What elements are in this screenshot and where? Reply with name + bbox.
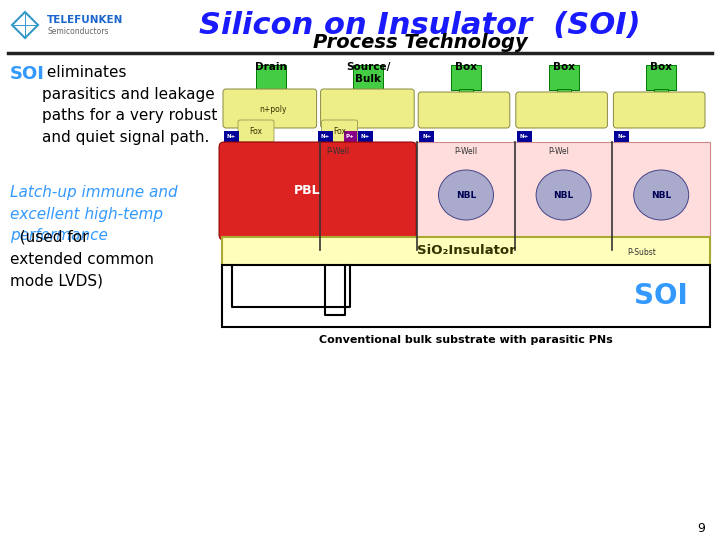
Text: P-Wel: P-Wel xyxy=(548,147,569,156)
Text: Drain: Drain xyxy=(255,62,287,72)
Bar xyxy=(343,131,356,142)
Text: N+: N+ xyxy=(617,134,626,139)
Bar xyxy=(222,142,710,255)
Bar xyxy=(419,131,434,142)
Bar xyxy=(354,65,383,90)
Text: PBL: PBL xyxy=(294,185,321,198)
Text: N+: N+ xyxy=(520,134,529,139)
Bar xyxy=(358,131,373,142)
Bar xyxy=(557,89,570,105)
Text: NBL: NBL xyxy=(651,191,671,199)
Text: Latch-up immune and
excellent high-temp
performance: Latch-up immune and excellent high-temp … xyxy=(10,185,178,243)
Text: Box: Box xyxy=(650,62,672,72)
Text: Source/
Bulk: Source/ Bulk xyxy=(346,62,390,84)
Text: Conventional bulk substrate with parasitic PNs: Conventional bulk substrate with parasit… xyxy=(319,335,613,345)
Bar xyxy=(549,65,579,90)
Text: (used for
extended common
mode LVDS): (used for extended common mode LVDS) xyxy=(10,230,154,288)
Bar xyxy=(647,65,676,90)
Text: P-Well: P-Well xyxy=(326,147,349,156)
Bar xyxy=(224,131,239,142)
Text: Fox: Fox xyxy=(333,126,346,136)
Text: Process Technology: Process Technology xyxy=(312,33,527,52)
Bar xyxy=(256,65,286,90)
Text: SiO₂Insulator: SiO₂Insulator xyxy=(417,245,516,258)
Text: SOI: SOI xyxy=(634,282,688,310)
Bar xyxy=(318,131,333,142)
Ellipse shape xyxy=(634,170,689,220)
FancyBboxPatch shape xyxy=(516,92,608,128)
FancyBboxPatch shape xyxy=(613,92,705,128)
Bar xyxy=(451,65,481,90)
FancyBboxPatch shape xyxy=(238,120,274,142)
Bar xyxy=(222,237,710,265)
FancyBboxPatch shape xyxy=(219,142,416,240)
FancyBboxPatch shape xyxy=(320,89,414,128)
Text: Box: Box xyxy=(552,62,575,72)
Text: NBL: NBL xyxy=(456,191,476,199)
Text: Box: Box xyxy=(455,62,477,72)
Text: NBL: NBL xyxy=(554,191,574,199)
FancyBboxPatch shape xyxy=(223,89,317,128)
Ellipse shape xyxy=(438,170,493,220)
Text: TELEFUNKEN: TELEFUNKEN xyxy=(47,15,123,25)
Bar xyxy=(614,131,629,142)
Bar xyxy=(361,89,375,105)
Bar xyxy=(459,89,473,105)
Text: 9: 9 xyxy=(697,522,705,535)
Bar xyxy=(517,131,532,142)
Bar xyxy=(654,89,668,105)
Text: Semiconductors: Semiconductors xyxy=(47,28,109,37)
Text: N+: N+ xyxy=(361,134,370,139)
FancyBboxPatch shape xyxy=(322,120,358,142)
Text: SOI: SOI xyxy=(10,65,45,83)
Text: P-Well: P-Well xyxy=(454,147,477,156)
Text: N+: N+ xyxy=(227,134,236,139)
Bar xyxy=(264,89,278,105)
Text: N+: N+ xyxy=(422,134,431,139)
Text: n+poly: n+poly xyxy=(259,105,287,113)
FancyBboxPatch shape xyxy=(418,92,510,128)
Text: Fox: Fox xyxy=(250,126,263,136)
Text: eliminates
parasitics and leakage
paths for a very robust
and quiet signal path.: eliminates parasitics and leakage paths … xyxy=(42,65,217,145)
Text: P+: P+ xyxy=(346,134,354,139)
Ellipse shape xyxy=(536,170,591,220)
Text: P-Subst: P-Subst xyxy=(627,248,656,257)
Text: N+: N+ xyxy=(320,134,330,139)
Bar xyxy=(222,265,710,327)
Text: Silicon on Insulator  (SOI): Silicon on Insulator (SOI) xyxy=(199,10,641,39)
